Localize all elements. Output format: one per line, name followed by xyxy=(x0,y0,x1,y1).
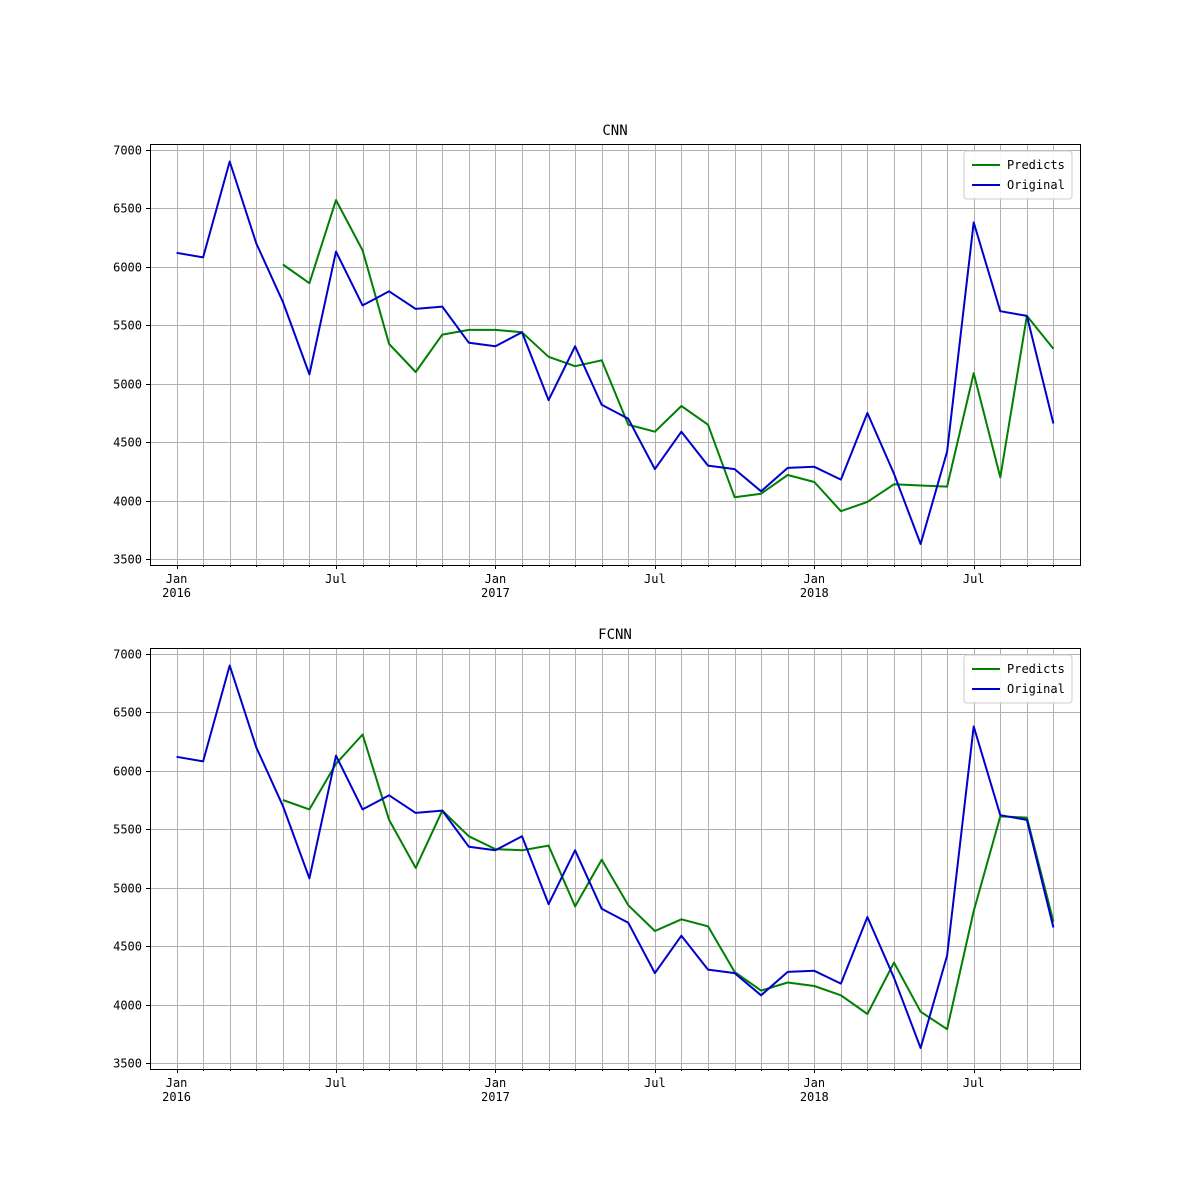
x-tick-label: Jul xyxy=(644,572,666,586)
plot-frame xyxy=(150,144,1081,566)
legend-label-original: Original xyxy=(1007,682,1065,696)
x-tick-label: Jan xyxy=(166,572,188,586)
legend-box xyxy=(963,150,1073,200)
grid-lines xyxy=(150,648,1080,1069)
chart-title: CNN xyxy=(602,123,627,139)
series-line-predicts xyxy=(282,199,1055,513)
y-tick-label: 5000 xyxy=(113,378,142,392)
y-tick-label: 3500 xyxy=(113,1057,142,1071)
chart-fcnn: FCNN35004000450050005500600065007000Jan2… xyxy=(113,627,1081,1104)
y-tick-label: 3500 xyxy=(113,553,142,567)
y-tick-label: 6500 xyxy=(113,202,142,216)
legend-box xyxy=(963,654,1073,704)
x-tick-label: Jul xyxy=(325,1076,347,1090)
y-tick-label: 5500 xyxy=(113,319,142,333)
series-line-predicts xyxy=(282,733,1055,1031)
x-tick-label: Jan xyxy=(803,572,825,586)
x-tick-label: Jan xyxy=(485,1076,507,1090)
y-tick-label: 4500 xyxy=(113,436,142,450)
chart-title: FCNN xyxy=(598,627,632,643)
x-tick-label: Jul xyxy=(963,572,985,586)
legend: Predicts Original xyxy=(963,654,1073,704)
y-tick-label: 6000 xyxy=(113,765,142,779)
y-tick-label: 7000 xyxy=(113,648,142,662)
series-line-original xyxy=(176,664,1055,1049)
x-tick-label: Jan xyxy=(166,1076,188,1090)
y-tick-label: 4500 xyxy=(113,940,142,954)
legend-label-predicts: Predicts xyxy=(1007,662,1065,676)
plot-frame xyxy=(150,648,1081,1070)
x-tick-year-label: 2017 xyxy=(481,586,510,600)
x-tick-year-label: 2016 xyxy=(162,586,191,600)
y-tick-label: 4000 xyxy=(113,495,142,509)
y-tick-label: 4000 xyxy=(113,999,142,1013)
chart-cnn: CNN35004000450050005500600065007000Jan20… xyxy=(113,123,1081,600)
y-tick-label: 6500 xyxy=(113,706,142,720)
x-tick-label: Jul xyxy=(325,572,347,586)
y-tick-label: 6000 xyxy=(113,261,142,275)
legend-label-original: Original xyxy=(1007,178,1065,192)
legend: Predicts Original xyxy=(963,150,1073,200)
x-tick-label: Jul xyxy=(644,1076,666,1090)
grid-lines xyxy=(150,144,1080,565)
legend-label-predicts: Predicts xyxy=(1007,158,1065,172)
y-tick-label: 5000 xyxy=(113,882,142,896)
x-tick-year-label: 2018 xyxy=(800,586,829,600)
y-tick-label: 5500 xyxy=(113,823,142,837)
x-tick-label: Jul xyxy=(963,1076,985,1090)
x-tick-label: Jan xyxy=(485,572,507,586)
y-tick-label: 7000 xyxy=(113,144,142,158)
x-tick-year-label: 2016 xyxy=(162,1090,191,1104)
x-tick-label: Jan xyxy=(803,1076,825,1090)
x-tick-year-label: 2018 xyxy=(800,1090,829,1104)
series-line-original xyxy=(176,160,1055,545)
x-tick-year-label: 2017 xyxy=(481,1090,510,1104)
